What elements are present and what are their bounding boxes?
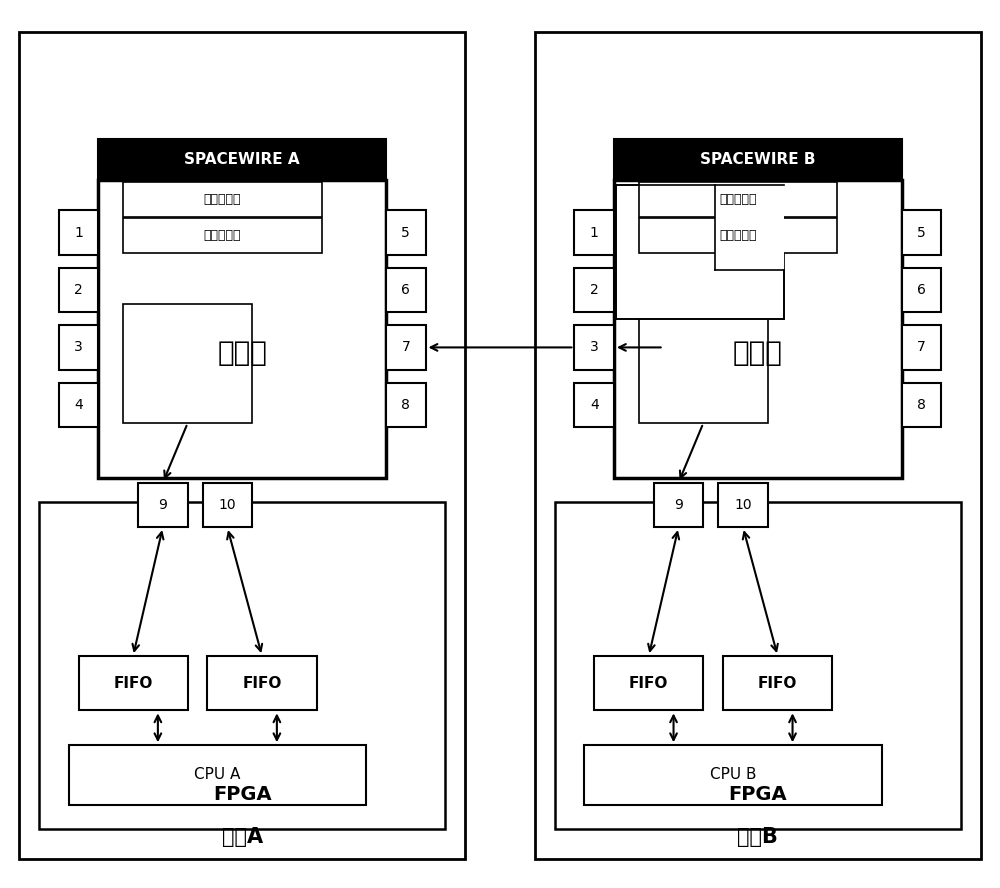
Bar: [123, 218, 322, 253]
Bar: [39, 503, 445, 829]
Bar: [203, 483, 252, 527]
Bar: [723, 656, 832, 710]
Text: 3: 3: [590, 340, 599, 354]
Bar: [718, 483, 768, 527]
Bar: [574, 210, 614, 255]
Bar: [574, 325, 614, 369]
Bar: [535, 32, 981, 859]
Bar: [574, 267, 614, 313]
Bar: [98, 180, 386, 478]
Bar: [574, 383, 614, 427]
Text: 5: 5: [917, 226, 926, 240]
Bar: [654, 483, 703, 527]
Bar: [902, 210, 941, 255]
Bar: [584, 745, 882, 805]
Bar: [715, 186, 784, 270]
Bar: [19, 32, 465, 859]
Text: 仲裁器: 仲裁器: [217, 339, 267, 367]
Text: 10: 10: [218, 498, 236, 511]
Bar: [614, 180, 902, 478]
Text: 系统A: 系统A: [222, 828, 263, 847]
Text: CPU A: CPU A: [194, 767, 241, 782]
Bar: [639, 305, 768, 424]
Text: 6: 6: [917, 283, 926, 297]
Bar: [79, 656, 188, 710]
Text: FPGA: FPGA: [729, 785, 787, 805]
Bar: [59, 383, 98, 427]
Text: 状态寄存器: 状态寄存器: [204, 229, 241, 242]
Text: 1: 1: [590, 226, 599, 240]
Bar: [59, 325, 98, 369]
Text: 4: 4: [590, 398, 599, 412]
Bar: [123, 305, 252, 424]
Bar: [902, 267, 941, 313]
Bar: [123, 182, 322, 217]
Text: 2: 2: [74, 283, 83, 297]
Text: CPU B: CPU B: [710, 767, 756, 782]
Text: 8: 8: [401, 398, 410, 412]
Bar: [386, 267, 426, 313]
Text: 3: 3: [74, 340, 83, 354]
Text: 7: 7: [917, 340, 926, 354]
Bar: [98, 139, 386, 180]
Bar: [902, 383, 941, 427]
Text: 系统B: 系统B: [737, 828, 778, 847]
Text: SPACEWIRE A: SPACEWIRE A: [184, 152, 300, 167]
Text: 6: 6: [401, 283, 410, 297]
Bar: [594, 656, 703, 710]
Text: 1: 1: [74, 226, 83, 240]
Text: FPGA: FPGA: [213, 785, 271, 805]
Text: 9: 9: [674, 498, 683, 511]
Text: 10: 10: [734, 498, 752, 511]
Text: 2: 2: [590, 283, 599, 297]
Text: 仲裁器: 仲裁器: [733, 339, 783, 367]
Text: 控制寄存器: 控制寄存器: [719, 193, 757, 206]
Text: FIFO: FIFO: [758, 676, 797, 691]
Bar: [386, 325, 426, 369]
Bar: [614, 139, 902, 180]
Bar: [902, 325, 941, 369]
Text: 7: 7: [401, 340, 410, 354]
Bar: [639, 218, 837, 253]
Bar: [555, 503, 961, 829]
Text: 4: 4: [74, 398, 83, 412]
Bar: [207, 656, 317, 710]
Bar: [69, 745, 366, 805]
Text: FIFO: FIFO: [113, 676, 153, 691]
Bar: [138, 483, 188, 527]
Text: SPACEWIRE B: SPACEWIRE B: [700, 152, 816, 167]
Text: 8: 8: [917, 398, 926, 412]
Bar: [386, 210, 426, 255]
Bar: [616, 186, 784, 319]
Text: 9: 9: [158, 498, 167, 511]
Text: 5: 5: [401, 226, 410, 240]
Bar: [386, 383, 426, 427]
Text: FIFO: FIFO: [629, 676, 668, 691]
Text: 控制寄存器: 控制寄存器: [204, 193, 241, 206]
Bar: [639, 182, 837, 217]
Text: FIFO: FIFO: [242, 676, 282, 691]
Text: 状态寄存器: 状态寄存器: [719, 229, 757, 242]
Bar: [59, 267, 98, 313]
Bar: [59, 210, 98, 255]
